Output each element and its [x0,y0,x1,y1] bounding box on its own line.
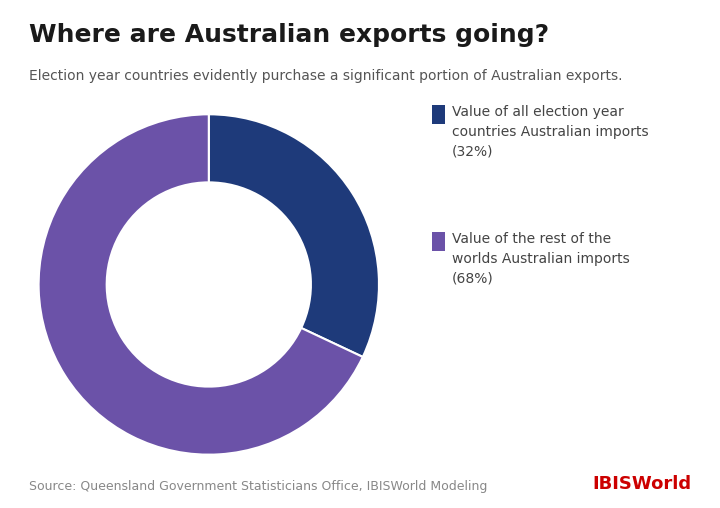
Text: IBISWorld: IBISWorld [592,475,691,493]
Text: Source: Queensland Government Statisticians Office, IBISWorld Modeling: Source: Queensland Government Statistici… [29,480,487,493]
Text: Election year countries evidently purchase a significant portion of Australian e: Election year countries evidently purcha… [29,69,622,83]
Text: Value of all election year
countries Australian imports
(32%): Value of all election year countries Aus… [452,105,649,158]
Text: Value of the rest of the
worlds Australian imports
(68%): Value of the rest of the worlds Australi… [452,232,630,285]
Text: Where are Australian exports going?: Where are Australian exports going? [29,23,549,47]
Wedge shape [209,114,379,357]
Wedge shape [39,114,363,455]
